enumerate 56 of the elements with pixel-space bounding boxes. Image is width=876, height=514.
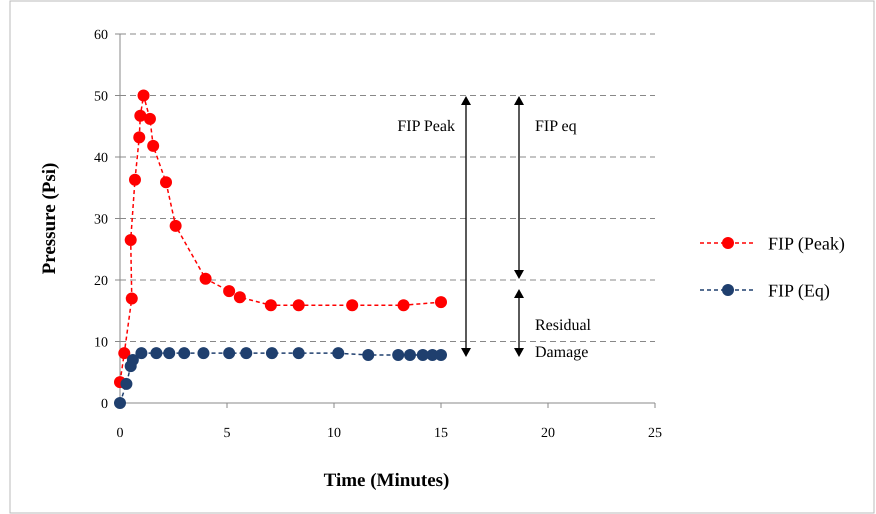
y-tick-label: 50 [94,89,108,104]
legend-label: FIP (Eq) [768,280,830,300]
point [144,112,156,125]
legend-label: FIP (Peak) [768,233,845,254]
x-axis-title: Time (Minutes) [324,470,450,491]
x-tick-label: 0 [116,426,124,441]
point [292,299,305,312]
y-tick-label: 60 [94,28,108,43]
point [362,349,374,362]
point [404,349,416,362]
point [264,299,277,312]
x-tick-label: 20 [541,426,555,441]
point [114,397,126,409]
point [292,347,305,360]
point [240,347,252,360]
point [197,347,210,360]
point [150,347,162,360]
point [435,296,447,308]
y-tick-label: 10 [94,335,108,350]
point [266,347,278,360]
annotation: FIP eq [535,118,577,135]
point [223,347,236,360]
point [138,90,150,102]
point [435,349,447,362]
x-tick-label: 10 [327,426,341,441]
point [134,110,146,122]
point [346,299,358,312]
annotation: Residual Damage [535,317,592,361]
point [392,349,404,362]
point [234,291,246,304]
point [128,174,141,186]
point [170,220,182,232]
point [398,299,410,312]
point [160,176,172,188]
point [118,347,130,360]
point [178,347,190,360]
y-tick-label: 0 [101,396,108,412]
y-tick-label: 20 [94,274,108,289]
point [120,378,132,390]
point [126,354,139,366]
point [223,285,236,298]
point [124,234,137,246]
point [133,131,146,144]
point [135,347,148,360]
y-axis-title: Pressure (Psi) [39,162,60,274]
y-tick-label: 40 [94,150,108,166]
point [163,347,176,360]
x-tick-label: 5 [224,426,230,441]
point [332,347,344,360]
x-tick-label: 25 [648,426,662,441]
y-tick-label: 30 [94,212,108,228]
point [126,292,138,304]
point [200,272,212,285]
x-tick-label: 15 [434,426,448,441]
annotation: FIP Peak [397,118,455,135]
point [147,140,160,152]
